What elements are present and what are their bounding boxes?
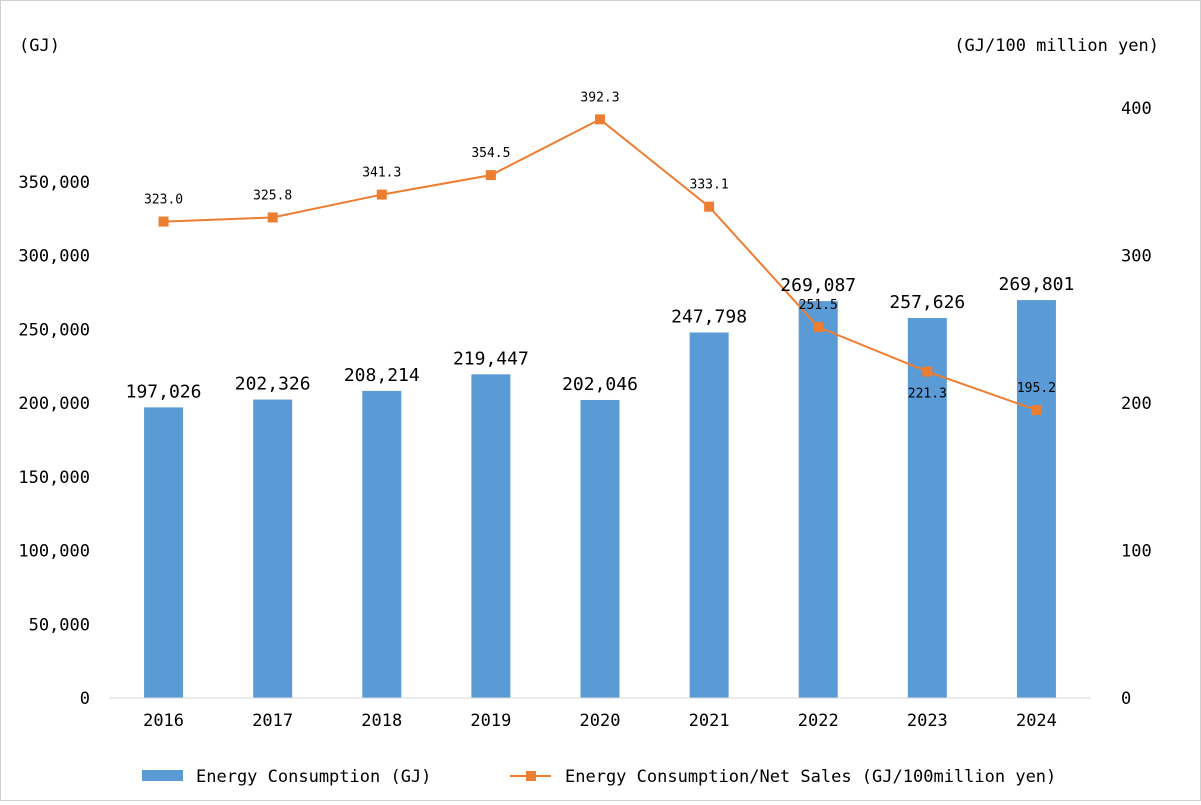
right-axis-unit-label: (GJ/100 million yen) [954, 36, 1159, 56]
line-value-label: 325.8 [253, 188, 292, 203]
bar-series [144, 300, 1056, 698]
line-value-label: 354.5 [471, 146, 510, 161]
right-axis-tick-label: 300 [1121, 247, 1152, 267]
intensity-marker [595, 114, 605, 125]
left-axis-tick-label: 200,000 [18, 394, 90, 414]
intensity-marker [158, 216, 169, 227]
x-axis-tick-label: 2018 [361, 711, 402, 731]
energy-consumption-bar [253, 399, 293, 698]
line-value-label: 251.5 [799, 298, 838, 313]
left-axis-tick-label: 50,000 [29, 615, 90, 635]
intensity-marker [267, 212, 278, 223]
bar-value-label: 247,798 [671, 306, 747, 327]
intensity-marker [485, 170, 496, 181]
energy-consumption-bar [580, 399, 620, 698]
bar-value-label: 202,046 [562, 374, 638, 395]
energy-consumption-bar [144, 407, 184, 698]
energy-consumption-bar [471, 374, 511, 698]
bar-value-label: 257,626 [889, 292, 965, 313]
axes: (GJ) (GJ/100 million yen) 0 50,000 100,000… [18, 36, 1159, 731]
line-value-label: 392.3 [580, 90, 619, 105]
x-axis-tick-label: 2016 [143, 711, 184, 731]
right-axis-tick-label: 200 [1121, 394, 1152, 414]
energy-consumption-bar [798, 301, 838, 698]
x-axis-tick-label: 2023 [907, 711, 948, 731]
bar-value-label: 269,801 [999, 274, 1075, 295]
legend-line-marker [526, 771, 536, 781]
intensity-marker [813, 322, 824, 333]
x-axis-tick-label: 2019 [470, 711, 511, 731]
energy-consumption-bar [907, 318, 947, 698]
x-axis-tick-label: 2020 [580, 711, 621, 731]
line-value-label: 341.3 [362, 166, 401, 181]
legend: Energy Consumption (GJ) Energy Consumpti… [142, 767, 1056, 787]
left-axis-tick-label: 350,000 [18, 173, 90, 193]
right-axis-tick-label: 400 [1121, 99, 1152, 119]
intensity-marker [922, 366, 933, 377]
left-axis-unit-label: (GJ) [19, 36, 60, 56]
data-labels: 197,026 202,326 208,214 219,447 202,046 247,7… [126, 90, 1075, 402]
left-axis-tick-label: 150,000 [18, 468, 90, 488]
left-axis-tick-label: 250,000 [18, 320, 90, 340]
x-axis-tick-label: 2022 [798, 711, 839, 731]
energy-consumption-bar [1016, 300, 1056, 698]
legend-bar-swatch [142, 770, 183, 781]
x-axis-tick-label: 2021 [689, 711, 730, 731]
intensity-marker [704, 201, 715, 212]
bar-value-label: 197,026 [126, 381, 202, 402]
bar-value-label: 219,447 [453, 348, 529, 369]
intensity-line [163, 118, 1037, 412]
line-value-label: 221.3 [908, 387, 947, 402]
bar-value-label: 208,214 [344, 365, 420, 386]
bar-value-label: 202,326 [235, 374, 311, 395]
intensity-marker [376, 189, 387, 200]
x-axis-tick-label: 2024 [1016, 711, 1057, 731]
bar-value-label: 269,087 [780, 275, 856, 296]
energy-consumption-bar [689, 332, 729, 698]
legend-line-label: Energy Consumption/Net Sales (GJ/100mill… [565, 767, 1056, 787]
line-value-label: 195.2 [1017, 381, 1056, 396]
left-axis-tick-label: 300,000 [18, 247, 90, 267]
energy-consumption-bar [362, 390, 402, 698]
left-axis-tick-label: 100,000 [18, 542, 90, 562]
legend-bar-label: Energy Consumption (GJ) [196, 767, 431, 787]
line-series [158, 114, 1042, 416]
left-axis-tick-label: 0 [80, 689, 90, 709]
x-axis-tick-label: 2017 [252, 711, 293, 731]
right-axis-tick-label: 100 [1121, 542, 1152, 562]
right-axis-tick-label: 0 [1121, 689, 1131, 709]
intensity-marker [1031, 405, 1042, 416]
line-value-label: 333.1 [690, 178, 729, 193]
line-value-label: 323.0 [144, 193, 183, 208]
